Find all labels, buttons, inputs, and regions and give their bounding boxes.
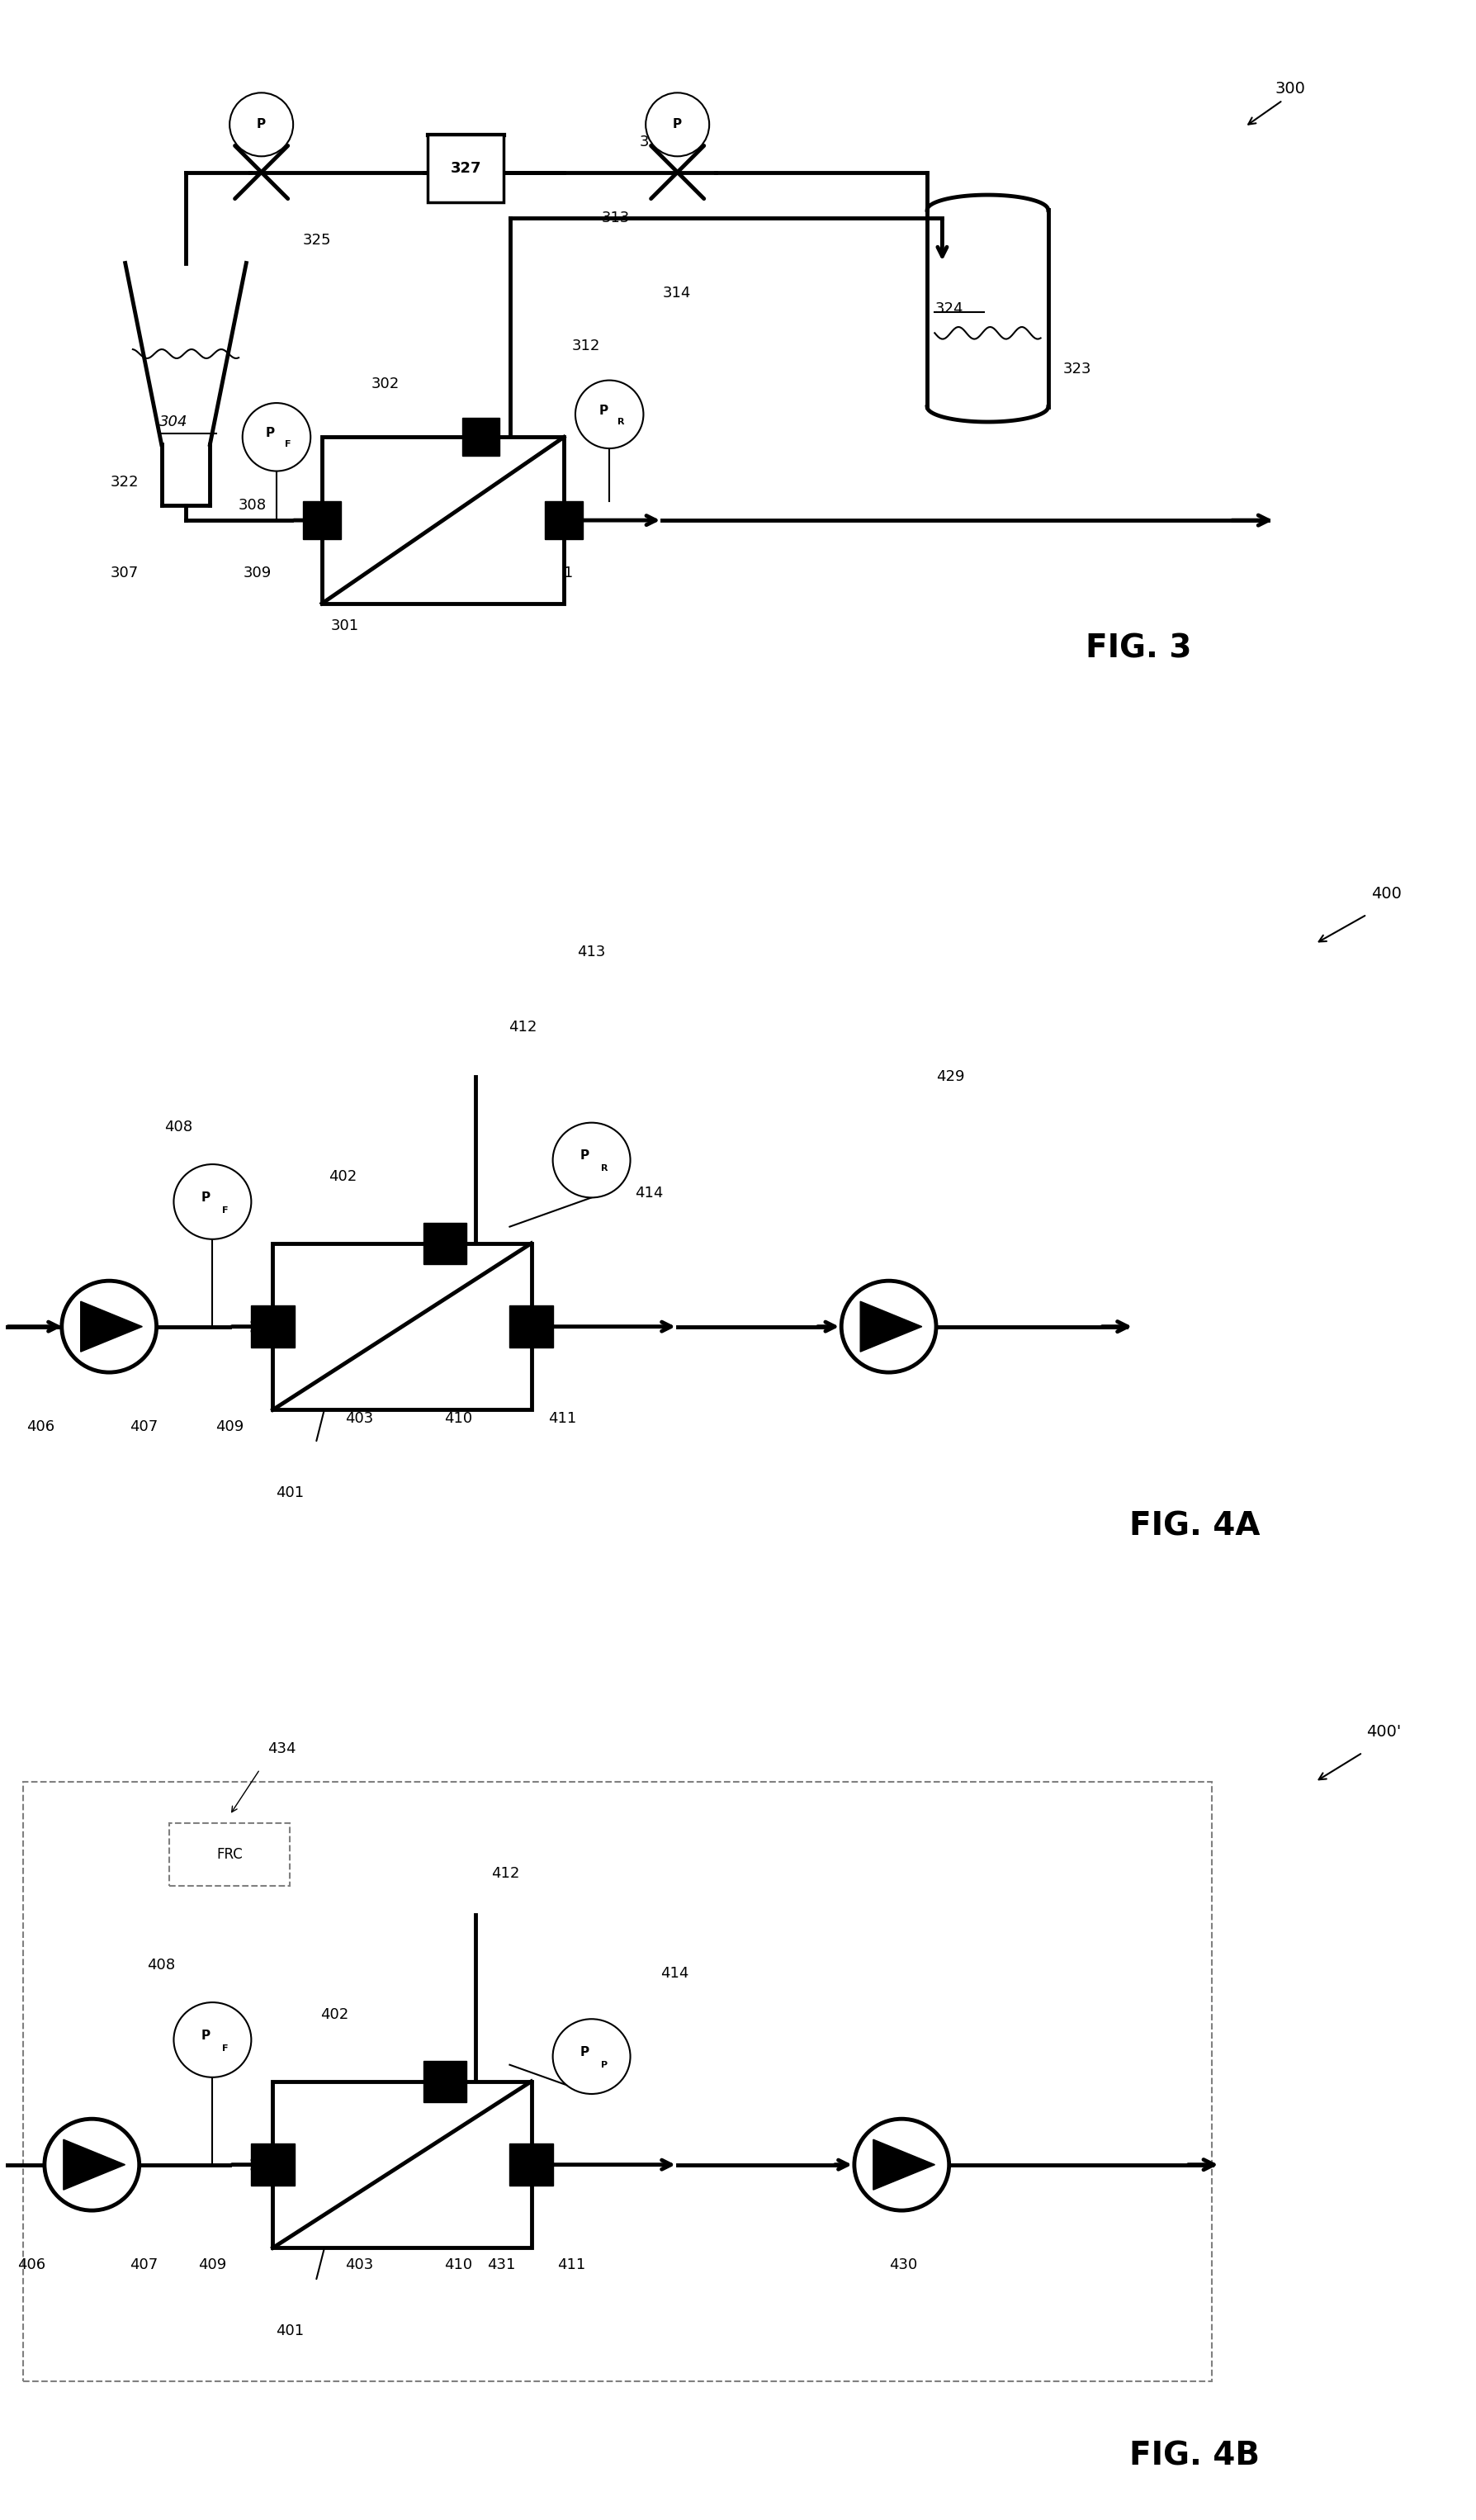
- Text: P: P: [599, 403, 608, 416]
- Text: 410: 410: [444, 2258, 472, 2273]
- Text: 409: 409: [215, 1419, 244, 1434]
- Text: F: F: [223, 1207, 229, 1215]
- Text: P: P: [580, 1149, 589, 1162]
- Text: 411: 411: [556, 2258, 586, 2273]
- Text: 408: 408: [164, 1119, 192, 1134]
- Circle shape: [174, 1164, 251, 1240]
- Text: P: P: [601, 2061, 608, 2069]
- Text: 403: 403: [345, 1411, 373, 1426]
- Text: 313: 313: [602, 209, 630, 224]
- Polygon shape: [861, 1300, 922, 1351]
- Circle shape: [242, 403, 310, 471]
- Text: 409: 409: [198, 2258, 227, 2273]
- Text: 429: 429: [936, 1068, 965, 1084]
- Bar: [303, 501, 341, 539]
- Bar: [509, 2145, 554, 2185]
- Circle shape: [230, 93, 294, 156]
- Text: P: P: [266, 426, 275, 438]
- Text: 413: 413: [577, 945, 605, 960]
- Bar: [424, 1222, 466, 1265]
- Bar: [273, 1242, 531, 1409]
- Bar: [273, 2082, 531, 2248]
- Polygon shape: [81, 1300, 142, 1351]
- Text: 309: 309: [244, 567, 272, 580]
- Text: 323: 323: [1063, 360, 1092, 375]
- Text: 412: 412: [508, 1021, 537, 1033]
- Text: 310: 310: [503, 552, 531, 564]
- Text: 311: 311: [545, 567, 573, 580]
- Text: 414: 414: [635, 1187, 663, 1202]
- Bar: [509, 1305, 554, 1348]
- Bar: [424, 2061, 466, 2102]
- Circle shape: [855, 2119, 949, 2210]
- Text: 325: 325: [303, 232, 332, 247]
- Text: 410: 410: [444, 1411, 472, 1426]
- Text: 300: 300: [1275, 81, 1305, 96]
- Text: 304: 304: [159, 413, 187, 428]
- Text: 401: 401: [276, 1487, 304, 1499]
- Bar: [170, 1824, 289, 1885]
- Bar: [428, 134, 503, 202]
- Text: 402: 402: [329, 1169, 357, 1184]
- Text: 401: 401: [276, 2323, 304, 2339]
- Text: R: R: [601, 1164, 608, 1172]
- Circle shape: [44, 2119, 139, 2210]
- Text: P: P: [201, 1192, 210, 1205]
- Text: 406: 406: [18, 2258, 46, 2273]
- Circle shape: [554, 2019, 630, 2094]
- Text: 301: 301: [331, 620, 359, 633]
- Text: 400': 400': [1367, 1724, 1401, 1739]
- Bar: [24, 1782, 1212, 2381]
- Text: R: R: [617, 418, 624, 426]
- Text: 324: 324: [934, 300, 964, 315]
- Text: 408: 408: [146, 1958, 174, 1973]
- Polygon shape: [874, 2139, 934, 2190]
- Text: 414: 414: [660, 1966, 689, 1981]
- Text: 406: 406: [27, 1419, 55, 1434]
- Circle shape: [62, 1280, 156, 1373]
- Text: P: P: [673, 118, 682, 131]
- Circle shape: [841, 1280, 936, 1373]
- Text: FIG. 3: FIG. 3: [1086, 633, 1193, 665]
- Text: 403: 403: [345, 2258, 373, 2273]
- Bar: [251, 1305, 294, 1348]
- Text: P: P: [580, 2046, 589, 2059]
- Text: 307: 307: [111, 567, 139, 580]
- Text: 302: 302: [370, 375, 400, 391]
- Polygon shape: [63, 2139, 125, 2190]
- Text: 322: 322: [111, 474, 139, 489]
- Circle shape: [645, 93, 710, 156]
- Bar: [322, 436, 564, 602]
- Text: P: P: [257, 118, 266, 131]
- Text: F: F: [223, 2044, 229, 2051]
- Text: F: F: [285, 441, 291, 449]
- Text: 312: 312: [571, 338, 599, 353]
- Text: 411: 411: [549, 1411, 577, 1426]
- Text: 407: 407: [130, 2258, 158, 2273]
- Text: 308: 308: [239, 499, 267, 512]
- Text: 412: 412: [492, 1865, 520, 1880]
- Bar: [462, 418, 500, 456]
- Bar: [545, 501, 583, 539]
- Text: P: P: [201, 2029, 210, 2041]
- Circle shape: [554, 1124, 630, 1197]
- Circle shape: [576, 381, 644, 449]
- Bar: [251, 2145, 294, 2185]
- Text: 326: 326: [639, 134, 669, 149]
- Text: 430: 430: [889, 2258, 917, 2273]
- Text: 400: 400: [1371, 887, 1401, 902]
- Text: 327: 327: [450, 161, 481, 176]
- Text: 407: 407: [130, 1419, 158, 1434]
- Text: 434: 434: [267, 1741, 295, 1756]
- Circle shape: [174, 2003, 251, 2076]
- Text: FIG. 4A: FIG. 4A: [1129, 1509, 1261, 1542]
- Text: FRC: FRC: [217, 1847, 244, 1862]
- Text: 402: 402: [320, 2008, 348, 2021]
- Text: 314: 314: [663, 285, 691, 300]
- Text: 431: 431: [487, 2258, 515, 2273]
- Text: FIG. 4B: FIG. 4B: [1129, 2439, 1261, 2472]
- Text: 303: 303: [428, 552, 456, 564]
